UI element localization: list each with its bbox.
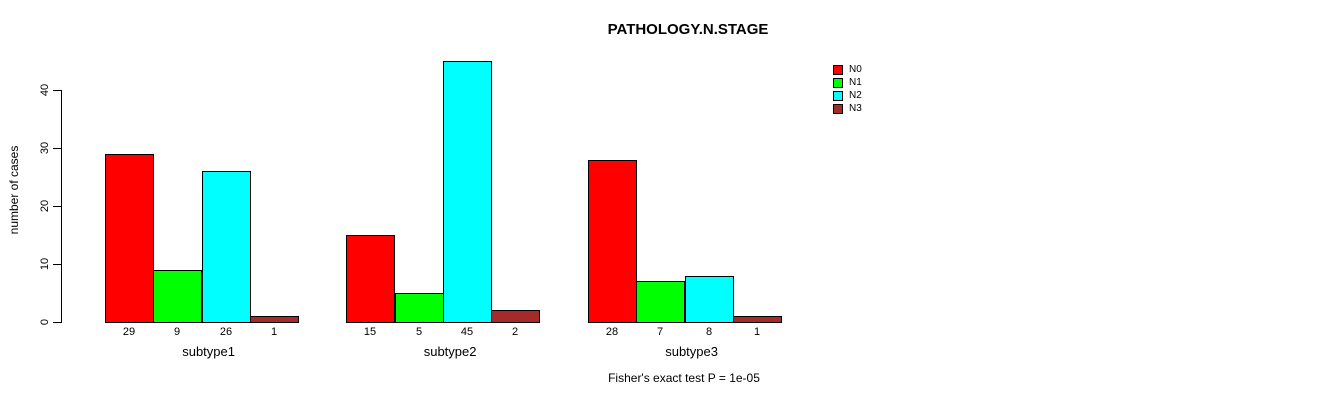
bar-value-label: 9: [173, 326, 181, 338]
bar-value-label: 8: [705, 326, 713, 338]
bar-value-label: 26: [219, 326, 233, 338]
legend-swatch-N2: [833, 91, 843, 101]
bar-N0-subtype2: [346, 235, 395, 323]
chart-title: PATHOLOGY.N.STAGE: [607, 21, 769, 38]
y-tick: [53, 264, 61, 266]
legend-label-N1: N1: [849, 77, 862, 88]
bar-N3-subtype3: [733, 316, 782, 323]
bar-value-label: 15: [363, 326, 377, 338]
annotation-text: Fisher's exact test P = 1e-05: [608, 371, 760, 385]
legend-label-N2: N2: [849, 90, 862, 101]
group-label-subtype1: subtype1: [182, 344, 235, 359]
y-tick-label: 0: [39, 318, 51, 326]
group-label-subtype3: subtype3: [665, 344, 718, 359]
group-label-subtype2: subtype2: [423, 344, 477, 359]
bar-value-label: 2: [511, 326, 519, 338]
bar-N1-subtype1: [153, 269, 202, 323]
y-tick-label: 10: [39, 257, 51, 271]
legend-swatch-N1: [833, 78, 843, 88]
y-tick-label: 40: [39, 84, 51, 97]
bar-value-label: 45: [460, 326, 474, 338]
bar-N3-subtype2: [491, 310, 540, 323]
bar-value-label: 28: [605, 326, 619, 338]
bar-N1-subtype2: [395, 293, 444, 323]
y-tick: [53, 322, 61, 323]
bar-N2-subtype1: [202, 171, 251, 323]
y-tick: [53, 206, 61, 208]
bar-value-label: 5: [415, 326, 423, 338]
y-axis-line: [61, 90, 62, 323]
bar-value-label: 29: [122, 326, 136, 338]
legend-swatch-N3: [833, 104, 843, 114]
y-axis-label: number of cases: [7, 145, 21, 235]
bar-N3-subtype1: [250, 316, 299, 323]
legend-label-N0: N0: [849, 64, 862, 75]
bar-value-label: 1: [753, 326, 761, 338]
y-tick-label: 30: [39, 142, 51, 155]
bar-value-label: 7: [656, 326, 664, 338]
bar-N1-subtype3: [636, 281, 685, 323]
y-tick-label: 20: [39, 200, 51, 213]
y-tick: [53, 90, 61, 92]
legend-swatch-N0: [833, 65, 843, 75]
bar-N0-subtype1: [105, 154, 154, 323]
legend-label-N3: N3: [849, 103, 862, 114]
bar-N0-subtype3: [588, 159, 637, 323]
bar-N2-subtype3: [685, 275, 734, 323]
bar-N2-subtype2: [443, 61, 492, 323]
y-tick: [53, 148, 61, 150]
bar-value-label: 1: [270, 326, 278, 338]
